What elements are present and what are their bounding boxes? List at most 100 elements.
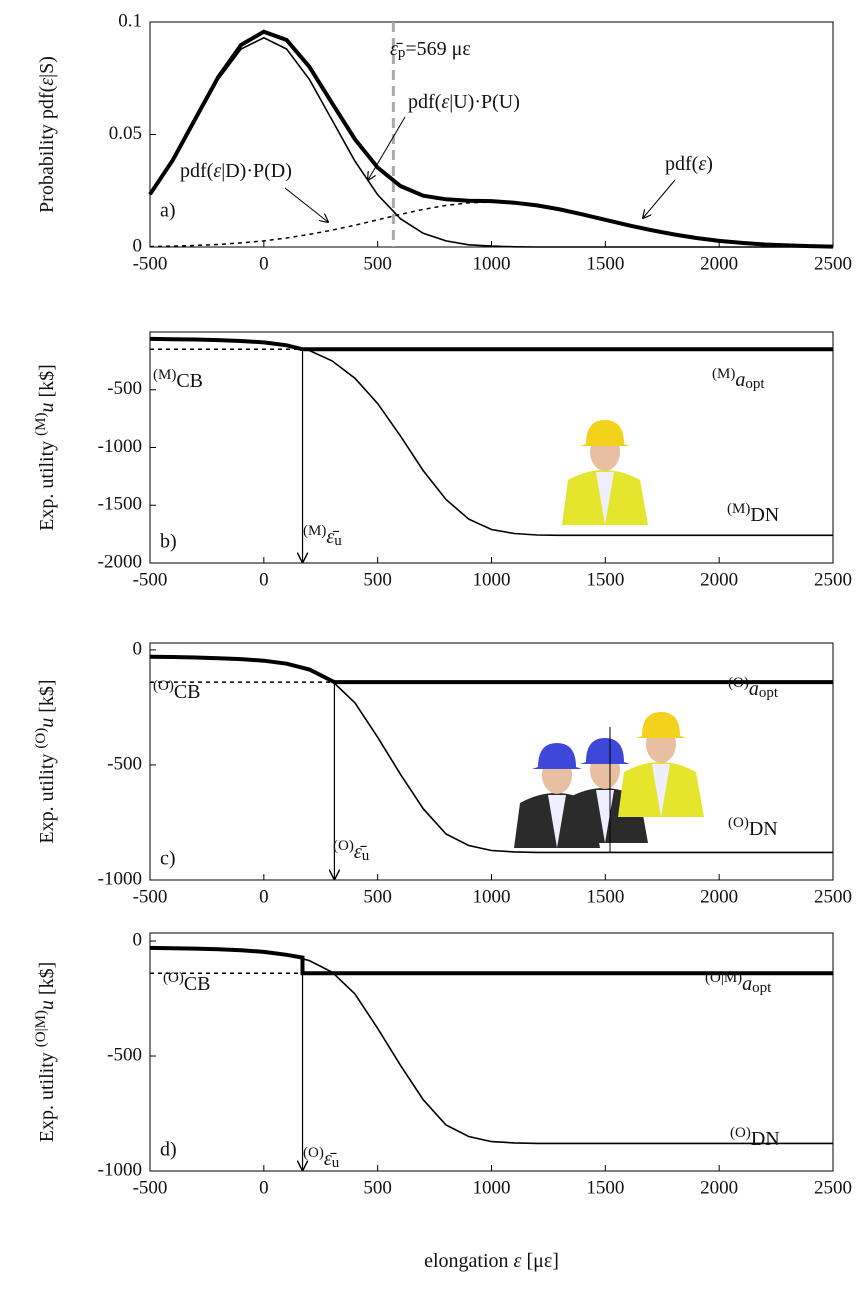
helmet <box>532 743 582 769</box>
x-tick-label: 2000 <box>700 569 738 590</box>
label-arrow <box>643 179 676 218</box>
x-tick-label: 500 <box>363 569 392 590</box>
series-line <box>149 201 834 248</box>
series-label: (O|M)aopt <box>705 970 772 996</box>
y-tick-label: 0.05 <box>109 123 142 144</box>
y-tick-label: 0 <box>133 929 143 950</box>
x-tick-label: 2500 <box>814 253 852 274</box>
x-tick-label: 2000 <box>700 886 738 907</box>
text-part: Probability pdf( <box>36 85 58 213</box>
text-part: (M) <box>33 412 49 435</box>
x-tick-label: 0 <box>259 569 269 590</box>
x-tick-label: 2500 <box>814 886 852 907</box>
x-tick-label: -500 <box>133 253 168 274</box>
y-tick-label: 0 <box>133 638 143 659</box>
x-tick-label: 1500 <box>586 1177 624 1198</box>
helmet <box>636 712 686 738</box>
text-part: (O) <box>303 1145 324 1161</box>
text-part: (M) <box>727 501 750 517</box>
x-tick-label: -500 <box>133 886 168 907</box>
threshold-label: (O)ε̄u <box>333 838 370 864</box>
text-part: (O) <box>163 970 184 986</box>
x-tick-label: -500 <box>133 1177 168 1198</box>
text-part: =569 με <box>405 38 470 60</box>
text-part: ε <box>213 160 221 182</box>
text-part: ) <box>706 153 713 175</box>
text-part: Exp. utility <box>36 1047 58 1142</box>
text-part: DN <box>750 504 779 526</box>
text-part: CB <box>174 681 201 703</box>
x-tick-label: 0 <box>259 886 269 907</box>
y-tick-label: -1500 <box>98 494 142 515</box>
y-tick-label: -1000 <box>98 868 142 889</box>
text-part: |S) <box>36 56 58 78</box>
y-axis-label: Exp. utility (M)u [k$] <box>33 364 57 531</box>
text-part: opt <box>759 685 779 701</box>
y-tick-label: -1000 <box>98 436 142 457</box>
x-tick-label: 1000 <box>473 1177 511 1198</box>
text-part: DN <box>751 1128 780 1150</box>
text-part: elongation <box>424 1250 513 1272</box>
series-label: (M)aopt <box>712 366 765 392</box>
x-tick-label: 1000 <box>473 569 511 590</box>
series-line <box>149 945 833 976</box>
text-part: [k$] <box>36 364 58 402</box>
text-part: pdf( <box>665 153 699 175</box>
text-part: (O) <box>333 838 354 854</box>
person-illustration <box>618 712 704 817</box>
text-part: DN <box>749 818 778 840</box>
series-label: (O)DN <box>728 815 778 839</box>
y-tick-label: -500 <box>107 753 142 774</box>
text-part: ε <box>36 78 58 86</box>
shirt <box>596 472 614 525</box>
text-part: opt <box>745 376 765 392</box>
person-illustration <box>562 420 648 525</box>
x-tick-label: 2000 <box>700 1177 738 1198</box>
y-tick-label: 0 <box>133 235 143 256</box>
x-tick-label: 500 <box>363 886 392 907</box>
text-part: (M) <box>153 367 176 383</box>
series-label: (M)CB <box>153 367 203 391</box>
y-axis-label: Exp. utility (O)u [k$] <box>33 679 57 843</box>
text-part: pdf( <box>180 160 214 182</box>
text-part: u <box>332 1155 340 1171</box>
series-label: (O)aopt <box>728 675 779 701</box>
y-axis-label: Exp. utility (O|M)u [k$] <box>33 962 57 1143</box>
person-illustration <box>514 743 600 848</box>
panel-label: a) <box>160 200 176 222</box>
text-part: u <box>36 403 58 413</box>
text-part: (O) <box>153 678 174 694</box>
text-part: a <box>735 369 745 391</box>
text-part: opt <box>752 980 772 996</box>
text-part: u <box>362 848 370 864</box>
helmet <box>580 420 630 446</box>
y-tick-label: -1000 <box>98 1159 142 1180</box>
x-tick-label: 1500 <box>586 569 624 590</box>
label-arrow <box>368 116 406 180</box>
panel-label: c) <box>160 848 176 870</box>
x-tick-label: 1000 <box>473 886 511 907</box>
x-tick-label: 0 <box>259 253 269 274</box>
series-label: pdf(ε|U)·P(U) <box>408 91 520 113</box>
x-tick-label: 1500 <box>586 886 624 907</box>
threshold-label: ε̄p=569 με <box>390 38 471 62</box>
x-tick-label: 500 <box>363 253 392 274</box>
threshold-label: (O)ε̄u <box>303 1145 340 1171</box>
helmet <box>580 738 630 764</box>
text-part: (O) <box>33 728 49 749</box>
y-tick-label: -2000 <box>98 551 142 572</box>
text-part: (O) <box>728 675 749 691</box>
series-label: (O)DN <box>730 1125 780 1149</box>
text-part: [k$] <box>36 962 58 1000</box>
text-part: p <box>398 45 406 61</box>
panel-label: b) <box>160 531 177 553</box>
text-part: CB <box>176 370 203 392</box>
series-label: pdf(ε) <box>665 153 713 175</box>
x-tick-label: 1500 <box>586 253 624 274</box>
text-part: |D)·P(D) <box>221 160 292 182</box>
text-part: (O|M) <box>705 970 742 986</box>
series-line <box>149 36 833 248</box>
threshold-label: (M)ε̄u <box>303 523 342 549</box>
x-tick-label: 2000 <box>700 253 738 274</box>
y-axis-label: Probability pdf(ε|S) <box>36 56 58 213</box>
